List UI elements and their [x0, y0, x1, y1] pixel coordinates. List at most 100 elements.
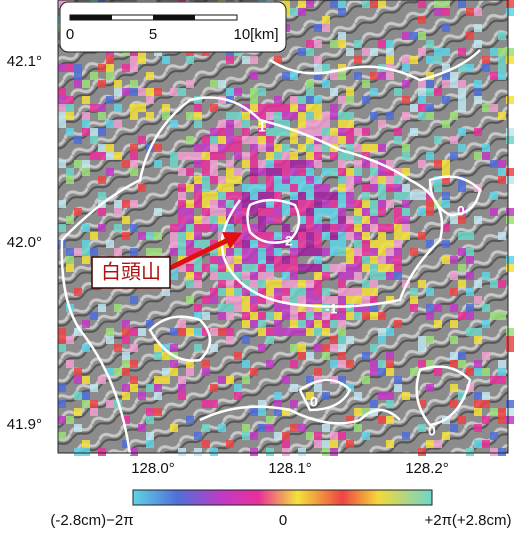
phase-pixel	[354, 224, 362, 232]
phase-pixel	[458, 248, 466, 256]
phase-pixel	[314, 200, 322, 208]
phase-pixel	[250, 136, 258, 144]
phase-pixel	[410, 128, 418, 136]
phase-pixel	[194, 448, 202, 456]
phase-pixel	[442, 168, 450, 176]
phase-pixel	[202, 240, 210, 248]
phase-pixel	[466, 256, 474, 264]
phase-pixel	[306, 248, 314, 256]
phase-pixel	[466, 248, 474, 256]
phase-pixel	[498, 72, 506, 80]
phase-pixel	[194, 96, 202, 104]
phase-pixel	[74, 288, 82, 296]
phase-pixel	[154, 352, 162, 360]
phase-pixel	[258, 224, 266, 232]
arrow-head	[222, 232, 242, 249]
phase-pixel	[498, 64, 506, 72]
phase-pixel	[202, 152, 210, 160]
phase-pixel	[74, 80, 82, 88]
phase-pixel	[194, 280, 202, 288]
phase-pixel	[266, 216, 274, 224]
phase-pixel	[66, 176, 74, 184]
phase-pixel	[186, 416, 194, 424]
phase-pixel	[338, 288, 346, 296]
phase-pixel	[370, 400, 378, 408]
phase-pixel	[426, 240, 434, 248]
phase-pixel	[266, 424, 274, 432]
phase-pixel	[370, 280, 378, 288]
phase-pixel	[130, 80, 138, 88]
phase-pixel	[290, 384, 298, 392]
phase-pixel	[458, 312, 466, 320]
phase-pixel	[210, 344, 218, 352]
phase-pixel	[450, 112, 458, 120]
phase-pixel	[266, 208, 274, 216]
lon-label: 128.1°	[268, 460, 312, 477]
phase-pixel	[74, 160, 82, 168]
phase-pixel	[218, 264, 226, 272]
phase-pixel	[66, 360, 74, 368]
phase-pixel	[338, 32, 346, 40]
phase-pixel	[274, 128, 282, 136]
phase-pixel	[290, 248, 298, 256]
phase-pixel	[146, 72, 154, 80]
phase-pixel	[282, 144, 290, 152]
phase-pixel	[66, 416, 74, 424]
phase-pixel	[58, 200, 66, 208]
phase-pixel	[250, 280, 258, 288]
phase-pixel	[386, 112, 394, 120]
phase-pixel	[370, 112, 378, 120]
phase-pixel	[434, 320, 442, 328]
phase-pixel	[122, 328, 130, 336]
phase-pixel	[114, 304, 122, 312]
phase-pixel	[258, 248, 266, 256]
phase-pixel	[418, 112, 426, 120]
phase-pixel	[186, 264, 194, 272]
phase-pixel	[474, 368, 482, 376]
phase-pixel	[274, 232, 282, 240]
phase-pixel	[130, 248, 138, 256]
phase-pixel	[330, 312, 338, 320]
phase-pixel	[194, 272, 202, 280]
phase-pixel	[58, 344, 66, 352]
phase-pixel	[154, 88, 162, 96]
phase-pixel	[74, 424, 82, 432]
phase-pixel	[202, 176, 210, 184]
phase-pixel	[338, 344, 346, 352]
phase-pixel	[186, 232, 194, 240]
lat-label: 41.9°	[7, 416, 42, 433]
phase-pixel	[370, 368, 378, 376]
phase-pixel	[306, 320, 314, 328]
phase-pixel	[482, 416, 490, 424]
phase-pixel	[490, 408, 498, 416]
phase-pixel	[122, 392, 130, 400]
phase-pixel	[122, 320, 130, 328]
phase-pixel	[114, 120, 122, 128]
phase-pixel	[58, 112, 66, 120]
phase-pixel	[298, 248, 306, 256]
phase-pixel	[274, 96, 282, 104]
phase-pixel	[210, 152, 218, 160]
phase-pixel	[82, 448, 90, 456]
phase-pixel	[330, 152, 338, 160]
phase-pixel	[434, 88, 442, 96]
phase-pixel	[306, 176, 314, 184]
phase-pixel	[306, 312, 314, 320]
phase-pixel	[370, 176, 378, 184]
phase-pixel	[314, 40, 322, 48]
phase-pixel	[242, 184, 250, 192]
phase-pixel	[362, 208, 370, 216]
phase-pixel	[362, 96, 370, 104]
phase-pixel	[450, 352, 458, 360]
phase-pixel	[234, 248, 242, 256]
phase-pixel	[394, 88, 402, 96]
phase-pixel	[322, 248, 330, 256]
phase-pixel	[258, 328, 266, 336]
phase-pixel	[178, 328, 186, 336]
phase-pixel	[282, 160, 290, 168]
phase-pixel	[82, 80, 90, 88]
phase-pixel	[362, 264, 370, 272]
phase-pixel	[154, 384, 162, 392]
phase-pixel	[330, 448, 338, 456]
lat-label: 42.1°	[7, 53, 42, 70]
